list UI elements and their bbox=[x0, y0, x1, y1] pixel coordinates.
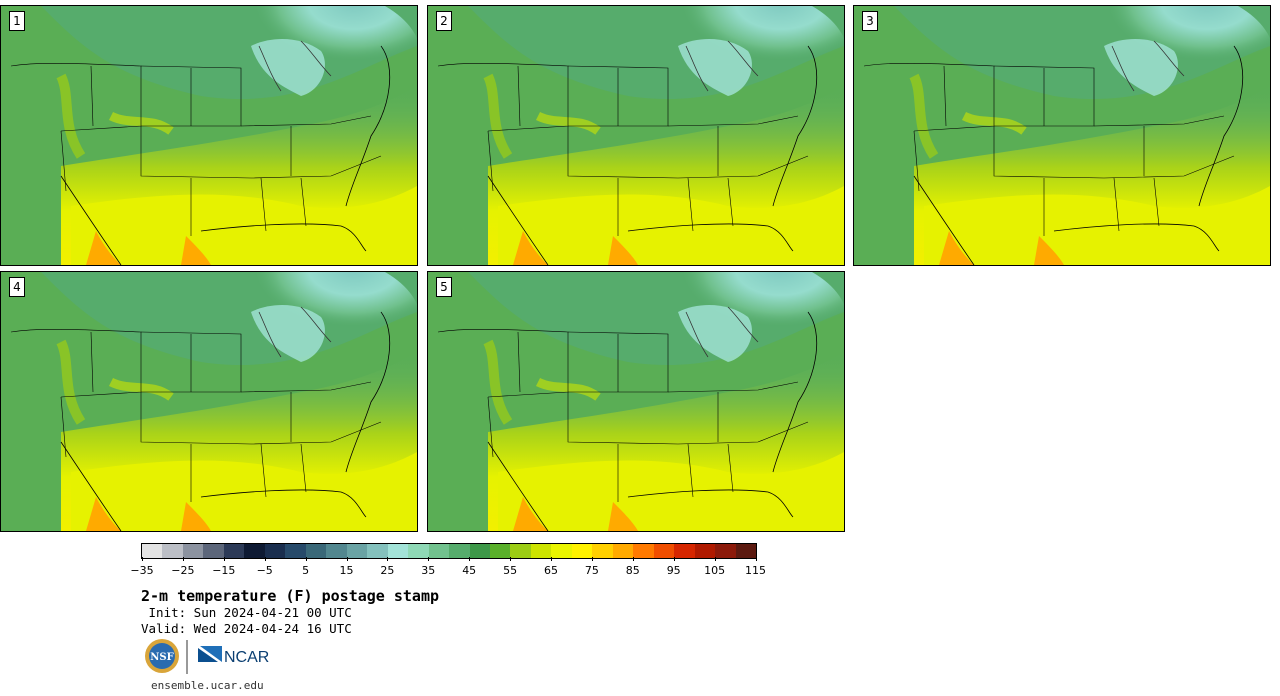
colorbar-swatch bbox=[428, 544, 450, 558]
stamp-panel-4: 4 bbox=[0, 271, 418, 532]
colorbar-tick bbox=[182, 557, 184, 561]
colorbar-tick bbox=[264, 557, 266, 561]
colorbar-swatch bbox=[715, 544, 736, 558]
svg-text:NSF: NSF bbox=[150, 652, 173, 663]
colorbar-tick bbox=[346, 557, 348, 561]
colorbar-swatch bbox=[408, 544, 429, 558]
colorbar-tick-label: 105 bbox=[704, 564, 726, 577]
colorbar-swatch bbox=[162, 544, 183, 558]
colorbar-swatch bbox=[264, 544, 286, 558]
figure-title: 2-m temperature (F) postage stamp bbox=[141, 587, 440, 605]
colorbar-tick bbox=[142, 557, 143, 561]
temperature-map bbox=[428, 272, 844, 531]
colorbar-swatch bbox=[489, 544, 511, 558]
colorbar-swatch bbox=[694, 544, 716, 558]
colorbar-swatch bbox=[735, 544, 757, 558]
colorbar-ticks: −35 −25 −15 −5 5 15 25 35 45 55 65 75 85 95 105 115 bbox=[130, 557, 766, 579]
colorbar-tick bbox=[387, 557, 389, 561]
colorbar-swatch bbox=[223, 544, 245, 558]
colorbar-swatch bbox=[346, 544, 368, 558]
colorbar-tick bbox=[469, 557, 471, 561]
temperature-map bbox=[1, 272, 417, 531]
colorbar-swatch bbox=[244, 544, 265, 558]
ncar-logo: NCAR bbox=[198, 646, 269, 666]
colorbar-tick bbox=[428, 557, 430, 561]
colorbar-tick-label: 35 bbox=[421, 564, 436, 577]
colorbar-swatch bbox=[633, 544, 654, 558]
colorbar-swatch bbox=[510, 544, 531, 558]
colorbar-tick-label: −25 bbox=[171, 564, 195, 577]
colorbar-tick bbox=[223, 557, 225, 561]
temperature-map bbox=[1, 6, 417, 265]
temperature-map bbox=[854, 6, 1270, 265]
colorbar-tick bbox=[714, 557, 716, 561]
colorbar-tick-label: 5 bbox=[302, 564, 310, 577]
colorbar-tick bbox=[755, 557, 757, 561]
colorbar-swatch bbox=[367, 544, 388, 558]
colorbar-tick-label: 15 bbox=[339, 564, 354, 577]
nsf-logo: NSF bbox=[145, 639, 179, 673]
colorbar-tick bbox=[305, 557, 307, 561]
colorbar-swatch bbox=[674, 544, 695, 558]
colorbar-swatch bbox=[612, 544, 634, 558]
colorbar-tick-label: −5 bbox=[256, 564, 273, 577]
colorbar-tick bbox=[632, 557, 634, 561]
colorbar-tick-label: −35 bbox=[130, 564, 154, 577]
colorbar-swatch bbox=[469, 544, 490, 558]
colorbar-tick-label: 25 bbox=[380, 564, 395, 577]
colorbar-tick-label: 65 bbox=[544, 564, 558, 577]
svg-text:NCAR: NCAR bbox=[224, 649, 269, 666]
colorbar-tick bbox=[510, 557, 512, 561]
colorbar-tick-label: 45 bbox=[462, 564, 477, 577]
stamp-panel-3: 3 bbox=[853, 5, 1271, 266]
colorbar-tick-label: 55 bbox=[503, 564, 518, 577]
colorbar-tick-label: 95 bbox=[666, 564, 681, 577]
sponsor-logos: NSF NCAR bbox=[145, 639, 269, 674]
site-url: ensemble.ucar.edu bbox=[151, 679, 264, 692]
colorbar-swatch bbox=[203, 544, 224, 558]
colorbar-swatch bbox=[387, 544, 409, 558]
colorbar-swatch bbox=[653, 544, 675, 558]
panel-label: 5 bbox=[436, 277, 452, 297]
stamp-panel-2: 2 bbox=[427, 5, 845, 266]
colorbar-tick-label: 85 bbox=[625, 564, 640, 577]
panel-label: 3 bbox=[862, 11, 878, 31]
colorbar-swatch bbox=[326, 544, 347, 558]
colorbar-tick-label: −15 bbox=[212, 564, 236, 577]
colorbar bbox=[141, 543, 757, 559]
colorbar-swatch bbox=[142, 544, 163, 558]
colorbar-tick bbox=[551, 557, 552, 561]
colorbar-tick bbox=[591, 557, 593, 561]
stamp-panel-1: 1 bbox=[0, 5, 418, 266]
panel-label: 2 bbox=[436, 11, 452, 31]
stamp-panel-5: 5 bbox=[427, 271, 845, 532]
colorbar-swatch bbox=[571, 544, 593, 558]
panel-label: 1 bbox=[9, 11, 25, 31]
valid-time: Valid: Wed 2024-04-24 16 UTC bbox=[141, 621, 352, 636]
colorbar-swatch bbox=[285, 544, 306, 558]
colorbar-swatch bbox=[530, 544, 552, 558]
colorbar-swatch bbox=[182, 544, 204, 558]
colorbar-swatch bbox=[551, 544, 572, 558]
colorbar-swatch bbox=[449, 544, 470, 558]
colorbar-tick-label: 115 bbox=[745, 564, 766, 577]
colorbar-swatch bbox=[305, 544, 327, 558]
colorbar-tick-label: 75 bbox=[584, 564, 599, 577]
init-time: Init: Sun 2024-04-21 00 UTC bbox=[141, 605, 352, 620]
temperature-map bbox=[428, 6, 844, 265]
colorbar-tick bbox=[673, 557, 675, 561]
panel-label: 4 bbox=[9, 277, 25, 297]
colorbar-swatch bbox=[592, 544, 613, 558]
